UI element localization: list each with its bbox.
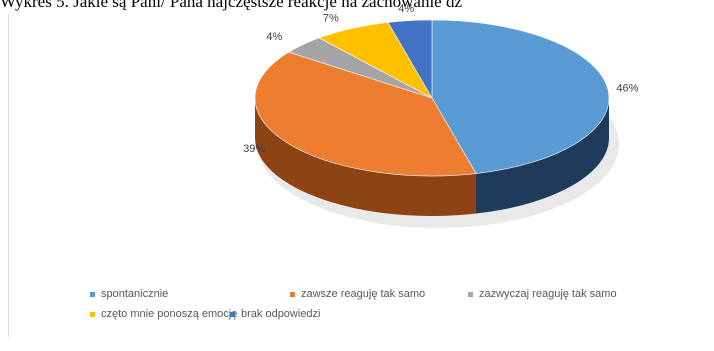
- data-label-4: 4%: [398, 3, 414, 15]
- legend-swatch-0: [90, 291, 95, 297]
- slice-1: [254, 51, 477, 177]
- legend-item-3: częto mnie ponoszą emocję: [90, 308, 237, 320]
- legend-item-2: zazwyczaj reaguję tak samo: [468, 288, 617, 300]
- slice-0: [431, 19, 610, 174]
- slice-side-1: [255, 98, 477, 216]
- data-label-2: 4%: [266, 31, 282, 43]
- legend-swatch-3: [90, 311, 95, 317]
- legend-swatch-1: [290, 291, 295, 297]
- chart-frame-border: [8, 14, 9, 337]
- legend-label-2: zazwyczaj reaguję tak samo: [479, 288, 617, 300]
- data-label-1: 39%: [243, 143, 265, 155]
- legend-label-0: spontanicznie: [101, 288, 169, 300]
- legend-label-3: częto mnie ponoszą emocję: [101, 308, 238, 320]
- legend-item-4: brak odpowiedzi: [230, 308, 321, 320]
- figure-caption: Wykres 5. Jakie są Pani/ Pana najczęstsz…: [0, 0, 463, 11]
- legend-item-0: spontanicznie: [90, 288, 168, 300]
- legend-item-1: zawsze reaguję tak samo: [290, 288, 425, 300]
- slice-side-0: [476, 98, 609, 214]
- legend-swatch-4: [230, 311, 235, 317]
- legend-swatch-2: [468, 291, 473, 297]
- slice-4: [387, 19, 433, 100]
- data-label-3: 7%: [323, 12, 339, 24]
- data-label-0: 46%: [616, 83, 638, 95]
- legend-label-4: brak odpowiedzi: [241, 308, 321, 320]
- legend-label-1: zawsze reaguję tak samo: [301, 288, 426, 300]
